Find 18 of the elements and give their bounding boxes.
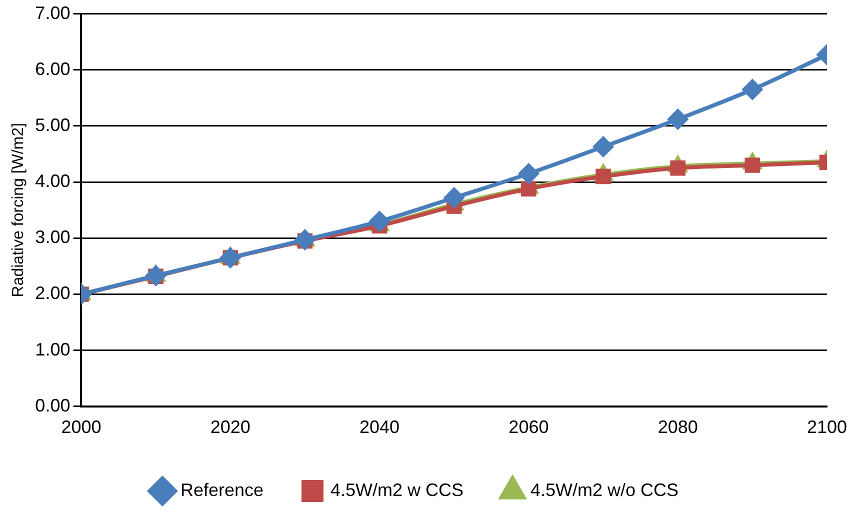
x-tick-label: 2040 bbox=[360, 417, 400, 438]
legend-label: Reference bbox=[180, 480, 264, 500]
x-tick-label: 2100 bbox=[806, 417, 848, 438]
y-tick-label: 4.00 bbox=[35, 171, 70, 192]
x-tick-label: 2000 bbox=[61, 417, 102, 438]
x-tick-label: 2020 bbox=[210, 417, 250, 438]
y-tick-label: 5.00 bbox=[35, 114, 70, 135]
y-tick-label: 3.00 bbox=[35, 227, 70, 248]
y-axis-title: Radiative forcing [W/m2] bbox=[10, 122, 28, 298]
legend-label: 4.5W/m2 w/o CCS bbox=[530, 480, 679, 500]
x-tick-label: 2060 bbox=[508, 417, 549, 438]
y-tick-label: 1.00 bbox=[35, 339, 70, 360]
legend-label: 4.5W/m2 w CCS bbox=[330, 480, 464, 500]
y-tick-label: 6.00 bbox=[35, 58, 70, 79]
y-tick-label: 0.00 bbox=[35, 395, 70, 416]
x-tick-label: 2080 bbox=[658, 417, 698, 438]
y-tick-label: 7.00 bbox=[35, 2, 70, 23]
y-tick-label: 2.00 bbox=[35, 283, 70, 304]
